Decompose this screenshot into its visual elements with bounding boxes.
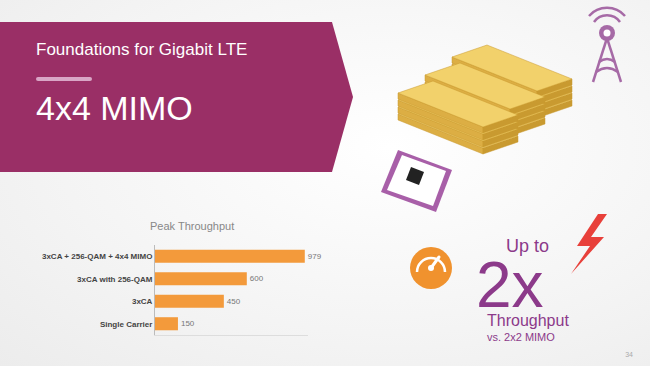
svg-text:Foundations for Gigabit LTE: Foundations for Gigabit LTE [36, 40, 247, 59]
svg-text:34: 34 [625, 351, 633, 358]
svg-text:Peak Throughput: Peak Throughput [150, 220, 234, 232]
svg-text:2x: 2x [476, 249, 544, 321]
svg-text:Up to: Up to [506, 236, 549, 256]
svg-text:3xCA + 256-QAM + 4x4 MIMO: 3xCA + 256-QAM + 4x4 MIMO [42, 252, 152, 261]
svg-text:Throughput: Throughput [487, 312, 569, 329]
svg-text:vs. 2x2 MIMO: vs. 2x2 MIMO [487, 331, 555, 343]
svg-text:450: 450 [227, 297, 241, 306]
svg-text:4x4 MIMO: 4x4 MIMO [36, 89, 193, 127]
svg-text:979: 979 [308, 252, 322, 261]
svg-text:3xCA with 256-QAM: 3xCA with 256-QAM [77, 275, 153, 284]
svg-text:3xCA: 3xCA [132, 297, 153, 306]
svg-text:150: 150 [181, 319, 195, 328]
svg-text:600: 600 [250, 274, 264, 283]
svg-text:Single Carrier: Single Carrier [100, 320, 152, 329]
